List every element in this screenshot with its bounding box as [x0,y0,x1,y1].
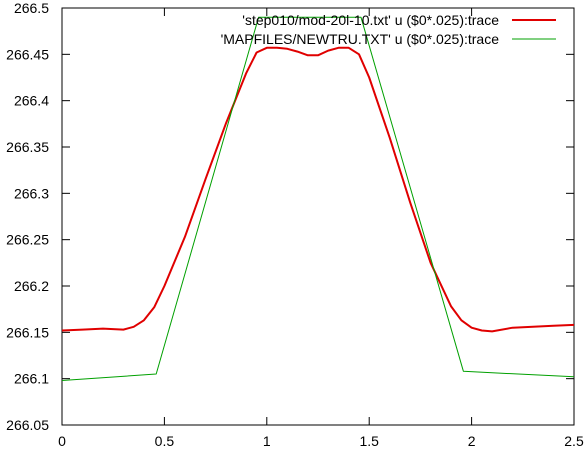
plot-frame [61,7,575,426]
y-tick-label: 266.3 [14,185,49,201]
legend-label-2: 'MAPFILES/NEWTRU.TXT' u ($0*.025):trace [221,31,500,47]
series-lines [61,16,575,381]
x-axis: 0 0.5 1 1.5 2 2.5 [58,8,584,449]
series-line-2 [61,16,575,381]
y-tick-label: 266.05 [6,417,49,433]
legend-label-1: 'step010/mod-20l-10.txt' u ($0*.025):tra… [242,12,499,28]
x-tick-label: 0.5 [155,433,175,449]
series-line-1 [61,46,575,333]
legend: 'step010/mod-20l-10.txt' u ($0*.025):tra… [221,12,556,47]
x-tick-label: 0 [58,433,66,449]
y-tick-label: 266.25 [6,232,49,248]
y-tick-label: 266.45 [6,46,49,62]
y-axis: 266.05 266.1 266.15 266.2 266.25 266.3 266.35 2… [6,0,574,433]
y-tick-label: 266.35 [6,139,49,155]
x-tick-label: 1.5 [359,433,379,449]
x-tick-label: 2.5 [564,433,584,449]
y-tick-label: 266.2 [14,278,49,294]
y-tick-label: 266.4 [14,93,49,109]
y-tick-label: 266.15 [6,324,49,340]
y-tick-label: 266.1 [14,371,49,387]
x-tick-label: 1 [263,433,271,449]
y-tick-label: 266.5 [14,0,49,16]
x-tick-label: 2 [468,433,476,449]
